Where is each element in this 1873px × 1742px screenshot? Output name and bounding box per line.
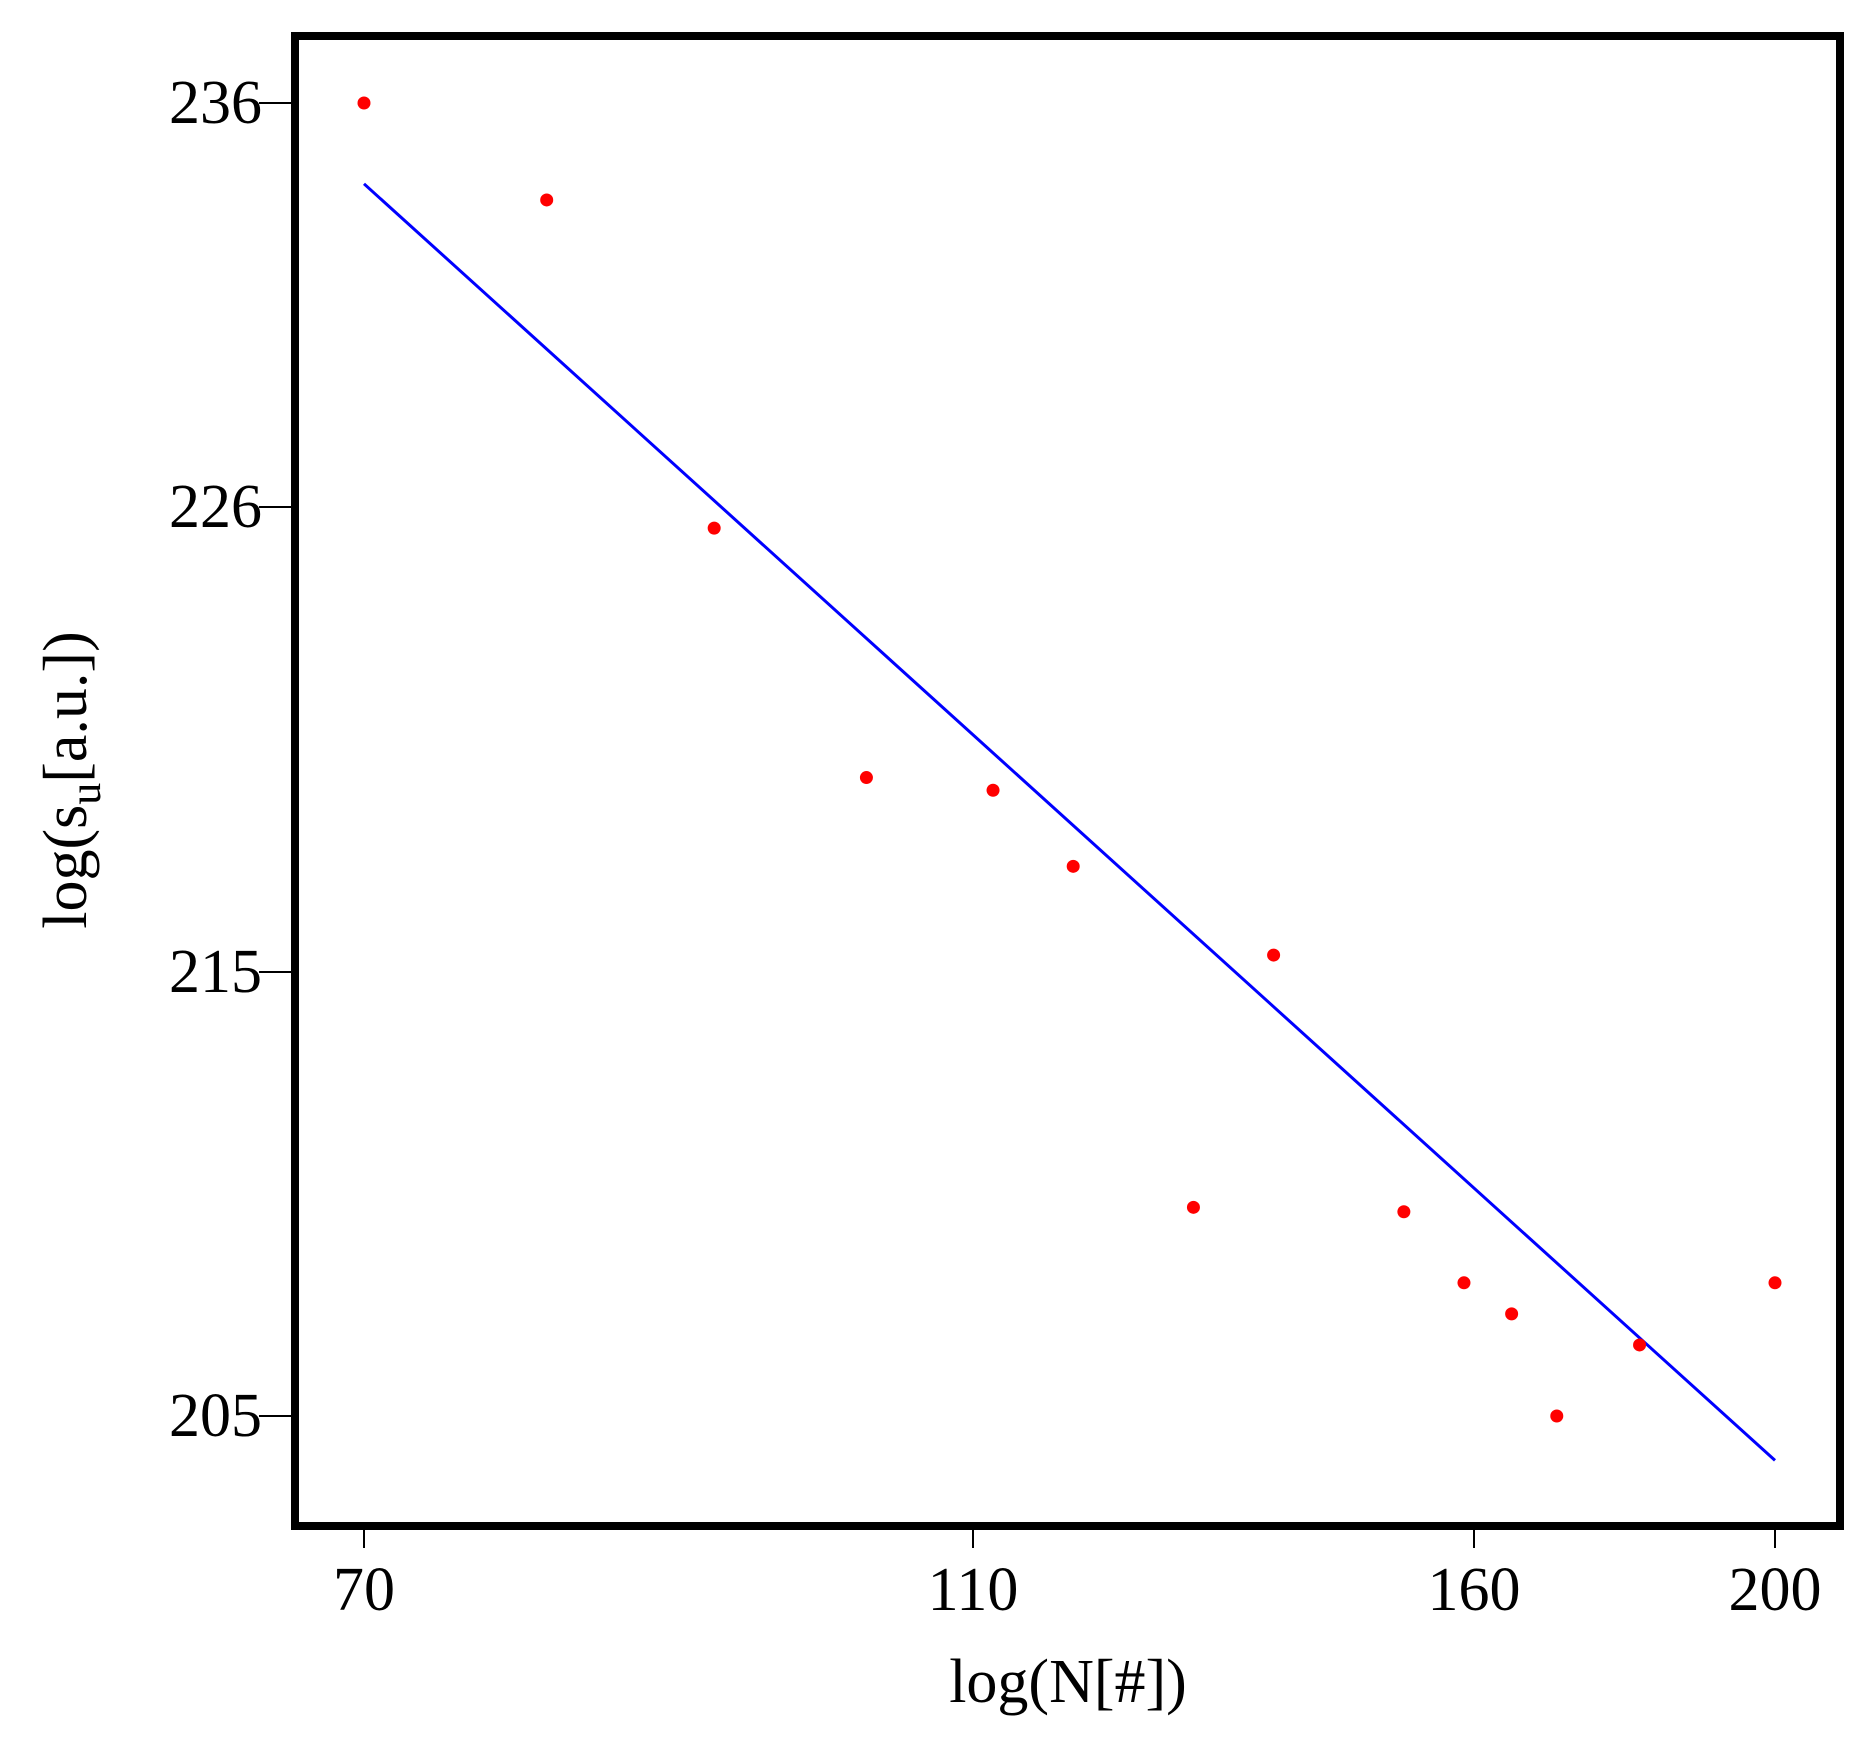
data-point [1505, 1307, 1519, 1321]
plot-frame [291, 32, 1844, 1530]
y-tick-label: 215 [169, 938, 262, 1006]
y-axis-label-suffix: [a.u.]) [32, 631, 100, 782]
y-tick-label: 226 [169, 473, 262, 541]
data-point [986, 783, 1000, 797]
x-axis-label: log(N[#]) [949, 1648, 1187, 1716]
y-axis-label: log(su[a.u.]) [32, 631, 110, 928]
data-point [1633, 1338, 1647, 1352]
data-point [540, 193, 554, 207]
data-point [1768, 1276, 1782, 1290]
y-tick-label: 205 [169, 1382, 262, 1450]
plot-area [357, 96, 1782, 1462]
data-point [1550, 1409, 1564, 1423]
x-axis-ticks: 70 110 160 200 [333, 1526, 1822, 1624]
data-point [1066, 859, 1080, 873]
y-tick-label: 236 [169, 69, 262, 137]
x-tick-label: 200 [1729, 1556, 1822, 1624]
data-point [1186, 1200, 1200, 1214]
data-point [707, 521, 721, 535]
data-point [357, 96, 371, 110]
data-point [1267, 948, 1281, 962]
data-point [859, 771, 873, 785]
fit-line [362, 182, 1777, 1462]
x-tick-label: 110 [928, 1556, 1019, 1624]
data-point [1397, 1205, 1411, 1219]
y-axis-label-prefix: log(s [32, 805, 100, 929]
y-axis-label-subscript: u [61, 783, 110, 805]
x-tick-label: 70 [333, 1556, 395, 1624]
y-axis-ticks: 205 215 226 236 [169, 69, 295, 1450]
data-point [1457, 1276, 1471, 1290]
x-tick-label: 160 [1428, 1556, 1521, 1624]
